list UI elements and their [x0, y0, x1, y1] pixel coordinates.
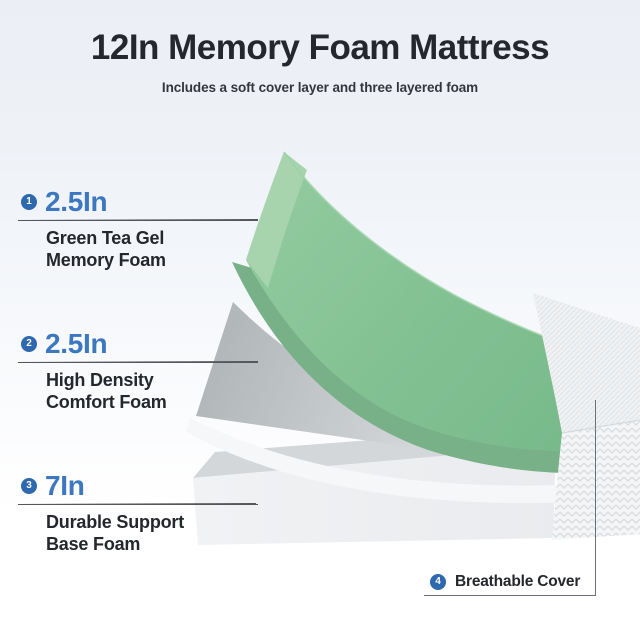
layer-name-line1: Green Tea Gel: [46, 228, 165, 248]
memory-foam-surface: [246, 152, 640, 452]
callout-breathable-cover: 4 Breathable Cover: [424, 571, 596, 593]
number-badge-3: 3: [21, 478, 37, 494]
layer-name-line2: Comfort Foam: [46, 392, 167, 412]
layer-name: High Density Comfort Foam: [18, 369, 258, 413]
callout-underline: [18, 504, 258, 505]
layer-name: Green Tea Gel Memory Foam: [18, 227, 258, 271]
callout-memory-foam: 1 2.5In Green Tea Gel Memory Foam: [18, 186, 258, 271]
cover-label: Breathable Cover: [455, 573, 581, 590]
callout-size-row: 4 Breathable Cover: [424, 571, 596, 593]
breathable-cover-seam: [561, 419, 640, 434]
layer-name-line2: Base Foam: [46, 534, 141, 554]
page-title: 12In Memory Foam Mattress: [90, 28, 550, 67]
layer-size-label: 2.5In: [45, 186, 108, 217]
layer-size-label: 2.5In: [45, 328, 108, 359]
page-subtitle: Includes a soft cover layer and three la…: [161, 80, 479, 95]
layer-name-line1: Durable Support: [46, 512, 185, 532]
callout-underline: [18, 362, 258, 363]
callout-base-foam: 3 7In Durable Support Base Foam: [18, 470, 258, 555]
callout-size-row: 1 2.5In: [18, 186, 258, 218]
callout-comfort-foam: 2 2.5In High Density Comfort Foam: [18, 328, 258, 413]
memory-foam-side-face: [246, 152, 307, 288]
layer-name-line1: High Density: [46, 370, 154, 390]
header: 12In Memory Foam Mattress Includes a sof…: [0, 28, 640, 95]
number-badge-2: 2: [21, 336, 37, 352]
callout-size-row: 2 2.5In: [18, 328, 258, 360]
layer-size-label: 7In: [45, 470, 85, 501]
number-badge-4: 4: [430, 574, 446, 590]
callout-underline: [18, 220, 258, 221]
callout-line-breathable-cover: [424, 400, 596, 596]
layer-name: Durable Support Base Foam: [18, 511, 258, 555]
breathable-cover-top: [533, 293, 640, 433]
layer-name-line2: Memory Foam: [46, 250, 166, 270]
callout-size-row: 3 7In: [18, 470, 258, 502]
number-badge-1: 1: [21, 194, 37, 210]
